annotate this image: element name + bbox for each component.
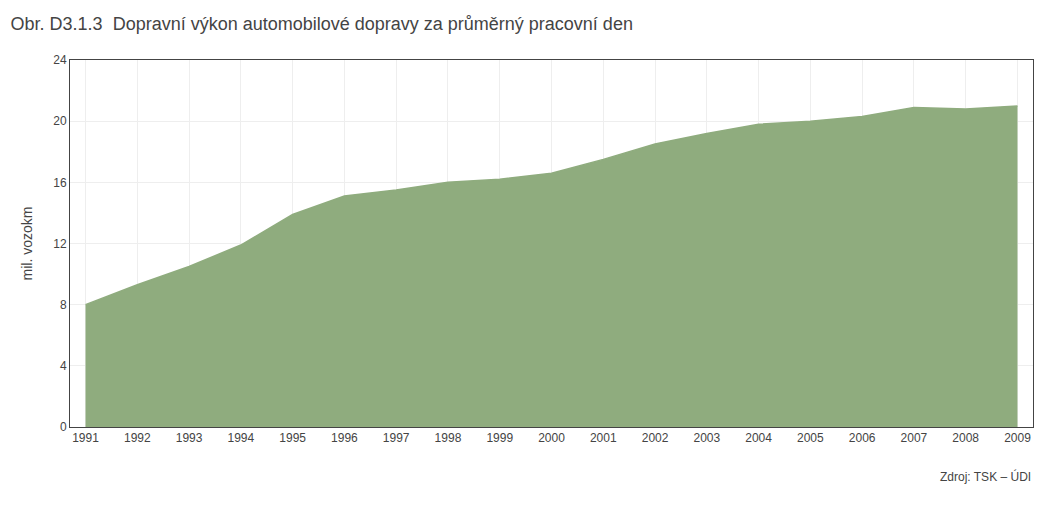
svg-text:2003: 2003 [693,431,720,445]
svg-text:1996: 1996 [331,431,358,445]
svg-text:8: 8 [60,298,67,312]
svg-text:16: 16 [53,176,67,190]
svg-text:2006: 2006 [849,431,876,445]
svg-text:12: 12 [53,237,67,251]
svg-text:2002: 2002 [642,431,669,445]
svg-text:20: 20 [53,114,67,128]
svg-text:2004: 2004 [745,431,772,445]
svg-text:Obr. D3.1.3 Dopravní výkon au: Obr. D3.1.3 Dopravní výkon automobilové … [11,14,633,34]
svg-text:1994: 1994 [227,431,254,445]
svg-text:1998: 1998 [435,431,462,445]
svg-text:0: 0 [60,420,67,434]
svg-text:1997: 1997 [383,431,410,445]
svg-text:2007: 2007 [901,431,928,445]
svg-text:4: 4 [60,359,67,373]
svg-text:2001: 2001 [590,431,617,445]
svg-text:1992: 1992 [124,431,151,445]
svg-text:Zdroj: TSK – ÚDI: Zdroj: TSK – ÚDI [940,469,1031,484]
svg-text:1999: 1999 [486,431,513,445]
svg-text:2008: 2008 [952,431,979,445]
svg-text:2000: 2000 [538,431,565,445]
svg-text:2005: 2005 [797,431,824,445]
svg-text:1991: 1991 [72,431,99,445]
svg-text:mil. vozokm: mil. vozokm [19,207,35,281]
svg-text:24: 24 [53,53,67,67]
svg-text:2009: 2009 [1004,431,1031,445]
svg-text:1993: 1993 [176,431,203,445]
svg-text:1995: 1995 [279,431,306,445]
